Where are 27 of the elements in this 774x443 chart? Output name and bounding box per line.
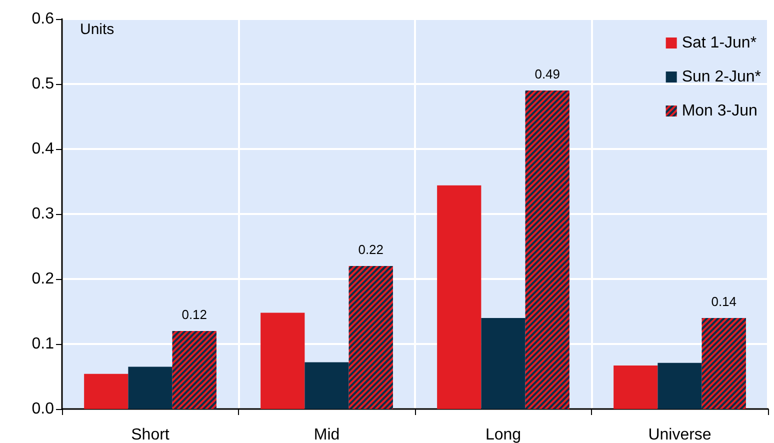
y-tick-label: 0.1 bbox=[32, 336, 54, 352]
legend-label: Sun 2-Jun* bbox=[682, 68, 762, 86]
bar bbox=[437, 185, 482, 409]
data-label: 0.49 bbox=[534, 66, 560, 82]
bar bbox=[614, 365, 658, 409]
legend-label: Sat 1-Jun* bbox=[682, 34, 757, 52]
y-tick-label: 0.6 bbox=[32, 10, 54, 28]
bar bbox=[658, 362, 702, 409]
bar bbox=[128, 366, 172, 409]
bar bbox=[260, 312, 305, 409]
y-tick-label: 0.5 bbox=[32, 76, 54, 92]
y-tick-label: 0.0 bbox=[32, 400, 54, 418]
x-tick-label: Long bbox=[485, 426, 522, 443]
bar bbox=[304, 362, 349, 409]
bar bbox=[84, 374, 128, 409]
y-tick-label: 0.4 bbox=[32, 140, 54, 158]
data-label: 0.12 bbox=[182, 307, 208, 322]
legend-label: Mon 3-Jun bbox=[682, 102, 758, 120]
y-tick-label: 0.2 bbox=[32, 270, 54, 288]
data-label: 0.22 bbox=[358, 242, 384, 257]
y-tick-label: 0.3 bbox=[32, 206, 54, 222]
x-tick-label: Mid bbox=[314, 426, 340, 443]
bar bbox=[481, 318, 526, 409]
x-tick-label: Short bbox=[131, 426, 170, 443]
data-label: 0.14 bbox=[711, 294, 737, 309]
annotation: Units bbox=[80, 21, 114, 38]
x-tick-label: Universe bbox=[648, 426, 712, 443]
